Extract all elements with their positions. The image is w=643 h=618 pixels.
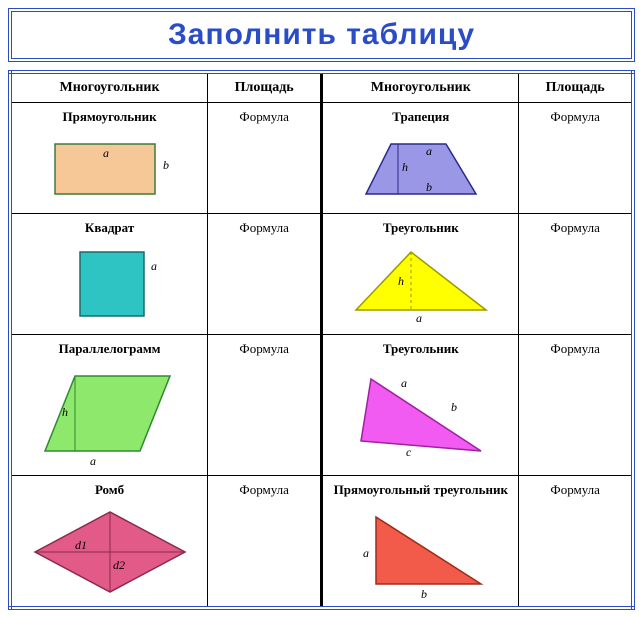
- area-placeholder: Формула: [212, 109, 316, 125]
- shape-name: Прямоугольник: [16, 109, 203, 125]
- area-cell: Формула: [519, 103, 633, 214]
- triangle_scalene-icon: a b c: [331, 361, 511, 471]
- shape-cell: Прямоугольный треугольникab: [322, 476, 519, 609]
- table-row: ПараллелограммhaФормулаТреугольникabcФор…: [10, 335, 633, 476]
- right_triangle-icon: ab: [331, 502, 511, 602]
- shape-name: Прямоугольный треугольник: [327, 482, 514, 498]
- header-area-right: Площадь: [519, 72, 633, 103]
- svg-text:h: h: [402, 160, 408, 174]
- svg-text:a: a: [401, 376, 407, 390]
- rectangle-icon: ab: [25, 129, 195, 209]
- svg-text:d2: d2: [113, 558, 125, 572]
- rhombus-icon: d1 d2: [20, 502, 200, 602]
- parallelogram-icon: ha: [20, 361, 200, 471]
- area-placeholder: Формула: [523, 220, 627, 236]
- svg-text:d1: d1: [75, 538, 87, 552]
- svg-text:a: a: [90, 454, 96, 468]
- square-icon: a: [25, 240, 195, 328]
- header-polygon-right: Многоугольник: [322, 72, 519, 103]
- svg-text:h: h: [398, 274, 404, 288]
- svg-text:b: b: [421, 587, 427, 601]
- area-cell: Формула: [208, 476, 322, 609]
- area-cell: Формула: [208, 103, 322, 214]
- title-box: Заполнить таблицу: [8, 8, 635, 62]
- area-placeholder: Формула: [523, 482, 627, 498]
- shape-cell: Ромб d1 d2: [10, 476, 208, 609]
- table-row: Ромб d1 d2 Формула Прямоугольный треугольник…: [10, 476, 633, 609]
- header-polygon-left: Многоугольник: [10, 72, 208, 103]
- svg-text:h: h: [62, 405, 68, 419]
- triangle_isoceles-icon: ha: [336, 240, 506, 330]
- area-cell: Формула: [519, 214, 633, 335]
- area-cell: Формула: [208, 335, 322, 476]
- area-placeholder: Формула: [523, 109, 627, 125]
- shape-name: Треугольник: [327, 220, 514, 236]
- shape-cell: Прямоугольникab: [10, 103, 208, 214]
- area-cell: Формула: [519, 476, 633, 609]
- header-area-left: Площадь: [208, 72, 322, 103]
- svg-text:b: b: [451, 400, 457, 414]
- shape-cell: Параллелограммha: [10, 335, 208, 476]
- svg-text:b: b: [163, 158, 169, 172]
- svg-text:a: a: [363, 546, 369, 560]
- svg-text:a: a: [416, 311, 422, 325]
- shape-cell: Трапеция a h b: [322, 103, 519, 214]
- svg-text:a: a: [103, 146, 109, 160]
- svg-text:a: a: [151, 259, 157, 273]
- page-title: Заполнить таблицу: [168, 18, 475, 51]
- area-placeholder: Формула: [212, 220, 316, 236]
- shape-name: Треугольник: [327, 341, 514, 357]
- shape-name: Параллелограмм: [16, 341, 203, 357]
- area-placeholder: Формула: [212, 341, 316, 357]
- svg-text:c: c: [406, 445, 412, 459]
- shape-name: Квадрат: [16, 220, 203, 236]
- shapes-table: Многоугольник Площадь Многоугольник Площ…: [8, 70, 635, 610]
- area-cell: Формула: [519, 335, 633, 476]
- table-header-row: Многоугольник Площадь Многоугольник Площ…: [10, 72, 633, 103]
- area-placeholder: Формула: [212, 482, 316, 498]
- shape-cell: Треугольникha: [322, 214, 519, 335]
- svg-text:a: a: [426, 144, 432, 158]
- shape-name: Ромб: [16, 482, 203, 498]
- page: Заполнить таблицу Многоугольник Площадь …: [0, 0, 643, 618]
- svg-text:b: b: [426, 180, 432, 194]
- area-placeholder: Формула: [523, 341, 627, 357]
- area-cell: Формула: [208, 214, 322, 335]
- shape-cell: Квадрат a: [10, 214, 208, 335]
- table-row: ПрямоугольникabФормулаТрапецияahbФормула: [10, 103, 633, 214]
- table-row: КвадратaФормулаТреугольникhaФормула: [10, 214, 633, 335]
- shape-cell: Треугольник a b c: [322, 335, 519, 476]
- trapezoid-icon: a h b: [336, 129, 506, 209]
- shape-name: Трапеция: [327, 109, 514, 125]
